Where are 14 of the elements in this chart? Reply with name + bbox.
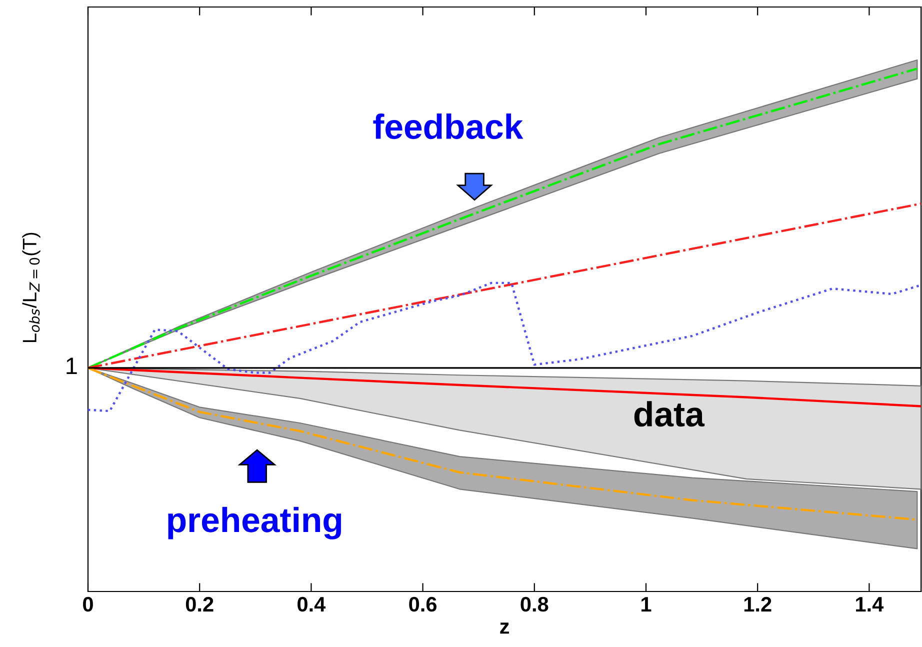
- x-tick-label: 1: [642, 597, 652, 612]
- x-tick-label: 0.2: [186, 596, 214, 612]
- x-tick-label: 0: [83, 596, 93, 612]
- text: 1: [66, 358, 77, 374]
- y-axis-title: L$_{obs}$/L$_{Z=0}$(T): [22, 232, 40, 342]
- x-tick-label: 0.4: [298, 596, 326, 612]
- x-axis-title: z: [500, 622, 509, 634]
- annotation: preheating: [168, 506, 342, 540]
- x-tick-label: 1.4: [856, 597, 884, 612]
- annotation: data: [634, 401, 705, 427]
- x-tick-label: 1.2: [744, 596, 772, 612]
- x-tick-label: 0.6: [409, 596, 437, 612]
- annotation: feedback: [373, 114, 524, 140]
- x-tick-label: 0.8: [520, 596, 548, 612]
